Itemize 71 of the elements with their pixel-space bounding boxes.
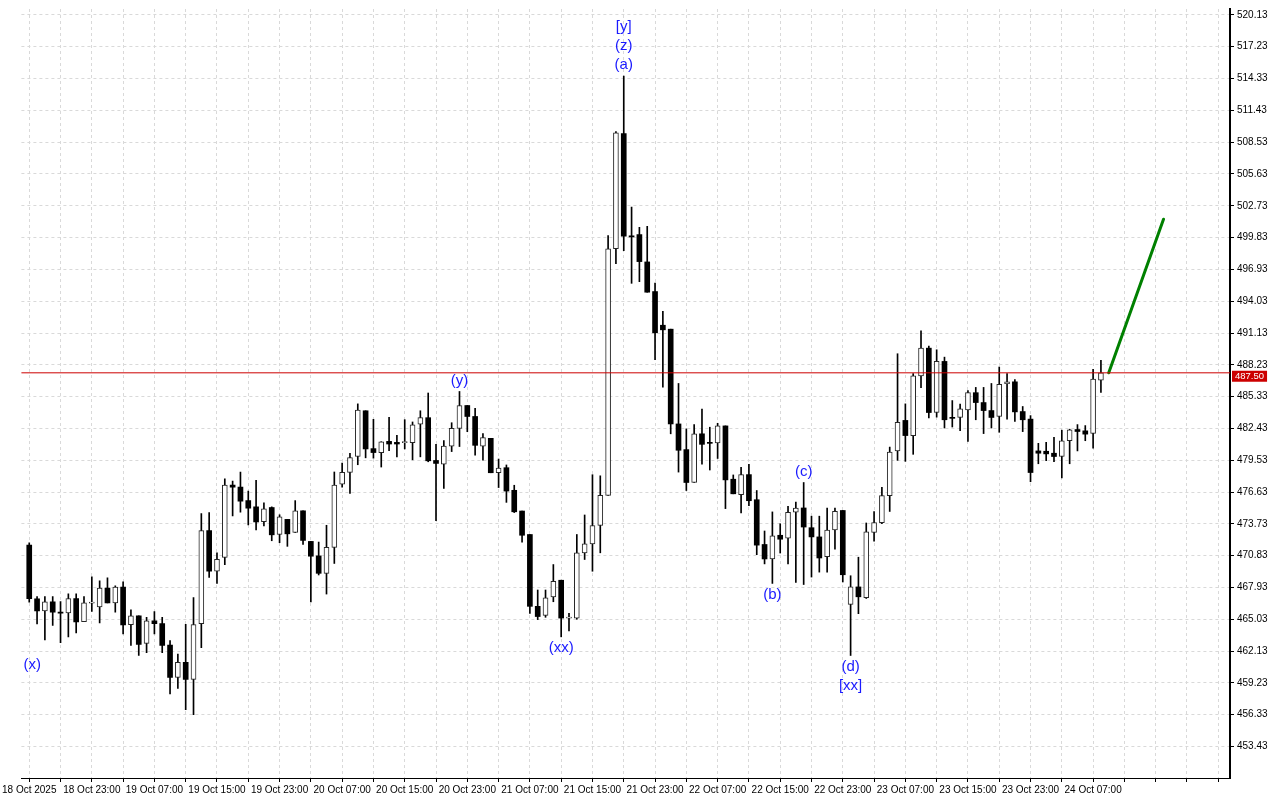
x-tick-label: 20 Oct 15:00 xyxy=(376,783,434,795)
candlestick xyxy=(386,417,392,451)
candlestick xyxy=(706,426,713,471)
x-tick-label: 19 Oct 23:00 xyxy=(250,783,309,795)
y-tick-label: 494.03 xyxy=(1237,294,1269,306)
x-tick-label: 23 Oct 23:00 xyxy=(1001,783,1060,795)
y-tick-label: 491.13 xyxy=(1237,326,1269,338)
y-tick-label: 511.43 xyxy=(1237,104,1268,116)
candlestick xyxy=(1004,373,1010,420)
candlestick xyxy=(88,576,95,612)
y-tick-label: 462.13 xyxy=(1237,644,1269,656)
y-tick-label: 508.53 xyxy=(1237,135,1269,147)
y-tick-label: 517.23 xyxy=(1237,40,1269,52)
candlestick xyxy=(1051,437,1057,463)
y-tick-label: 479.53 xyxy=(1237,453,1269,465)
candlestick xyxy=(777,523,784,554)
annotation: (xx) xyxy=(548,637,574,655)
candlestick xyxy=(660,310,666,388)
annotation: (x) xyxy=(23,655,41,673)
x-tick-label: 22 Oct 07:00 xyxy=(688,783,747,795)
candlestick xyxy=(699,408,705,465)
y-tick-label: 502.73 xyxy=(1237,199,1269,211)
annotation: (z) xyxy=(615,36,633,54)
x-tick-label: 22 Oct 15:00 xyxy=(751,783,810,795)
annotation: [xx] xyxy=(838,675,863,693)
x-tick-label: 20 Oct 23:00 xyxy=(438,783,497,795)
x-tick-label: 20 Oct 07:00 xyxy=(313,783,372,795)
candlestick xyxy=(793,501,799,583)
x-tick-label: 24 Oct 07:00 xyxy=(1064,783,1123,795)
y-tick-label: 505.63 xyxy=(1237,167,1269,179)
x-tick-label: 21 Oct 23:00 xyxy=(626,783,685,795)
annotation: (b) xyxy=(763,584,782,602)
x-tick-label: 23 Oct 07:00 xyxy=(876,783,935,795)
annotation: (c) xyxy=(794,461,813,479)
y-tick-label: 467.93 xyxy=(1237,581,1269,593)
y-tick-label: 459.23 xyxy=(1237,676,1269,688)
candlestick xyxy=(182,624,189,711)
candlestick xyxy=(394,435,400,458)
y-tick-label: 476.63 xyxy=(1237,485,1269,497)
y-tick-label: 453.43 xyxy=(1237,740,1269,752)
ref-line-label: 487.50 xyxy=(1235,369,1265,381)
annotation: (d) xyxy=(841,656,860,674)
candlestick xyxy=(401,419,408,450)
y-tick-label: 482.43 xyxy=(1237,422,1269,434)
x-tick-label: 18 Oct 23:00 xyxy=(63,783,121,795)
y-tick-label: 470.83 xyxy=(1237,549,1269,561)
y-tick-label: 514.33 xyxy=(1237,72,1269,84)
x-tick-label: 19 Oct 07:00 xyxy=(125,783,184,795)
y-tick-label: 496.93 xyxy=(1237,263,1269,275)
candlestick xyxy=(1043,442,1049,462)
y-tick-label: 488.23 xyxy=(1237,358,1269,370)
y-tick-label: 456.33 xyxy=(1237,708,1269,720)
x-tick-label: 22 Oct 23:00 xyxy=(814,783,872,795)
candlestick xyxy=(949,400,956,428)
x-tick-label: 19 Oct 15:00 xyxy=(188,783,247,795)
candlestick xyxy=(566,613,572,632)
y-tick-label: 485.33 xyxy=(1237,390,1269,402)
y-tick-label: 465.03 xyxy=(1237,613,1269,625)
annotation: [y] xyxy=(615,17,632,35)
x-tick-label: 23 Oct 15:00 xyxy=(939,783,998,795)
y-tick-label: 520.13 xyxy=(1237,8,1269,20)
annotation: (a) xyxy=(614,55,633,73)
x-tick-label: 18 Oct 2025 xyxy=(2,783,57,795)
x-tick-label: 21 Oct 07:00 xyxy=(501,783,559,795)
y-tick-label: 473.73 xyxy=(1237,517,1269,529)
x-tick-label: 21 Oct 15:00 xyxy=(563,783,622,795)
candlestick xyxy=(42,596,48,641)
candlestick xyxy=(433,444,439,522)
y-tick-label: 499.83 xyxy=(1237,231,1269,243)
annotation: (y) xyxy=(450,370,469,388)
candlestick xyxy=(800,482,807,585)
